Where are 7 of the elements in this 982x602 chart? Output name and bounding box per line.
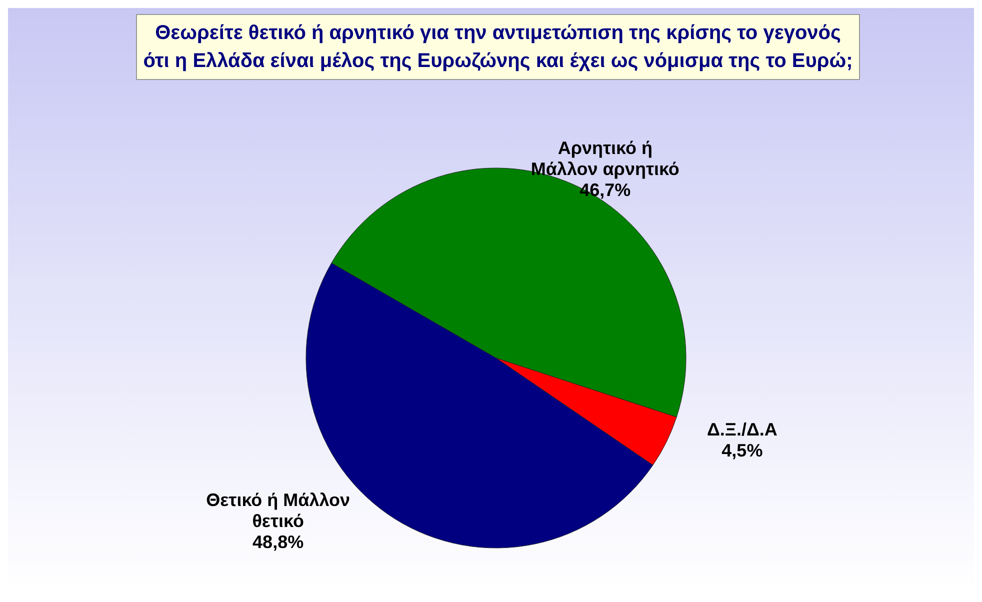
data-label: 48,8% bbox=[252, 532, 304, 552]
chart-title: Θεωρείτε θετικό ή αρνητικό για την αντιμετώπιση της κρίσης το γεγονός ότι η Ελλάδα είναι μέλος της Ευρωζώνης και έχει ως νόμισμα της το Ευρώ; bbox=[136, 14, 860, 80]
slice-label: Δ.Ξ./Δ.Α bbox=[706, 420, 778, 440]
slice-label: Θετικό ή Μάλλον θετικό bbox=[206, 490, 350, 532]
slice-label: Αρνητικό ή Μάλλον αρνητικό bbox=[530, 138, 680, 180]
data-label: 46,7% bbox=[580, 180, 631, 200]
data-label: 4,5% bbox=[722, 440, 763, 461]
